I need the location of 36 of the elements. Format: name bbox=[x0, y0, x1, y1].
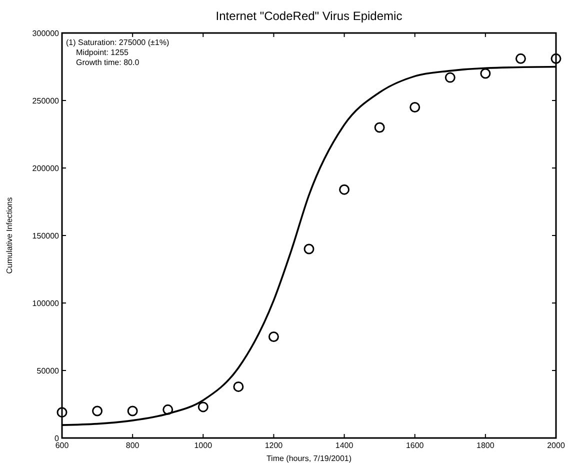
y-tick-label: 250000 bbox=[32, 96, 60, 106]
point bbox=[374, 122, 385, 133]
point bbox=[339, 184, 350, 195]
y-tick-label: 200000 bbox=[32, 164, 60, 173]
point bbox=[550, 53, 562, 64]
point bbox=[92, 406, 103, 416]
y-axis-title: Cumulative Infections bbox=[5, 197, 14, 274]
point bbox=[304, 244, 314, 254]
point bbox=[410, 102, 420, 112]
x-tick-label: 1000 bbox=[194, 441, 213, 450]
annotation: Midpoint: 1255 bbox=[76, 48, 130, 57]
y-tick-label: 150000 bbox=[32, 232, 60, 240]
point bbox=[444, 72, 456, 83]
annotation: Growth time: 80.0 bbox=[76, 58, 140, 67]
x-tick-label: 1200 bbox=[264, 441, 284, 450]
x-axis-title: Time (hours, 7/19/2001) bbox=[266, 454, 352, 463]
x-tick-label: 1800 bbox=[476, 441, 495, 450]
point bbox=[233, 381, 244, 392]
point bbox=[515, 53, 526, 64]
x-tick-label: 1400 bbox=[335, 441, 354, 450]
y-tick-label: 300000 bbox=[32, 29, 60, 38]
x-tick-label: 600 bbox=[55, 441, 70, 450]
annotation: (1) Saturation: 275000 (±1%) bbox=[66, 38, 170, 47]
x-tick-label: 2000 bbox=[547, 441, 566, 450]
point bbox=[268, 332, 279, 342]
point bbox=[198, 402, 208, 412]
point bbox=[162, 404, 174, 415]
x-tick-label: 1600 bbox=[406, 441, 424, 450]
y-tick-label: 50000 bbox=[36, 366, 60, 376]
chart-title: Internet "CodeRed" Virus Epidemic bbox=[216, 9, 402, 23]
y-tick-label: 100000 bbox=[32, 299, 60, 308]
point bbox=[480, 68, 491, 79]
point bbox=[127, 406, 138, 416]
x-tick-label: 800 bbox=[126, 441, 140, 450]
point bbox=[56, 407, 68, 418]
y-tick-label: 0 bbox=[54, 434, 60, 443]
